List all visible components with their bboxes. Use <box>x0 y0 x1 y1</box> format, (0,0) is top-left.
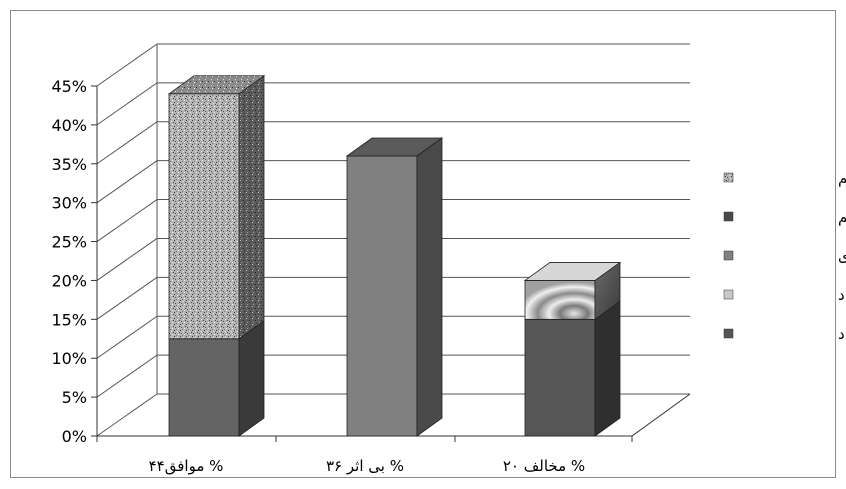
legend-swatch <box>723 328 734 339</box>
legend-label: کم <box>838 208 846 226</box>
gridline-depth <box>96 121 158 165</box>
gridline-depth <box>96 82 158 126</box>
y-tick-label: 40% <box>51 116 87 135</box>
legend-label: زیاد <box>838 286 846 304</box>
legend-label: ناحدودی <box>838 247 846 265</box>
bar-side <box>416 137 443 437</box>
gridline-depth <box>96 315 158 359</box>
legend-swatch <box>723 211 734 222</box>
y-tick-label: 30% <box>51 194 87 213</box>
x-category-label: موافق۴۴ % <box>149 457 224 475</box>
gridline-depth <box>96 160 158 204</box>
y-tick-label: 35% <box>51 155 87 174</box>
bar-front <box>524 280 596 320</box>
gridline-depth <box>96 393 158 437</box>
bar-front <box>168 338 240 437</box>
legend-label: خیلی زیاد <box>838 325 846 343</box>
legend-label: خیلی کم <box>838 169 846 187</box>
bar-top <box>523 262 622 281</box>
y-tick-label: 5% <box>62 388 87 407</box>
bar-side <box>238 319 265 437</box>
bar-top <box>167 75 266 95</box>
y-tick-label: 10% <box>51 349 87 368</box>
bar-top <box>345 137 444 157</box>
gridline-depth <box>96 354 158 398</box>
y-tick-label: 0% <box>62 427 87 446</box>
y-tick-label: 45% <box>51 77 87 96</box>
x-category-label: بی اثر ۳۶ % <box>326 457 404 475</box>
bar-front <box>346 155 418 437</box>
bar-side <box>238 74 265 340</box>
y-tick-label: 20% <box>51 271 87 290</box>
gridline-depth <box>96 43 158 87</box>
y-tick-label: 15% <box>51 310 87 329</box>
gridline-depth <box>96 276 158 320</box>
bar-front <box>168 93 240 340</box>
y-tick-label: 25% <box>51 233 87 252</box>
legend-swatch <box>723 289 734 300</box>
gridline-depth <box>96 238 158 281</box>
bar-front <box>524 318 596 437</box>
x-category-label: مخالف ۲۰ % <box>503 457 585 475</box>
legend-swatch <box>723 250 734 261</box>
gridline-depth <box>96 199 158 242</box>
bar-side <box>594 300 621 437</box>
legend-swatch <box>723 172 734 183</box>
